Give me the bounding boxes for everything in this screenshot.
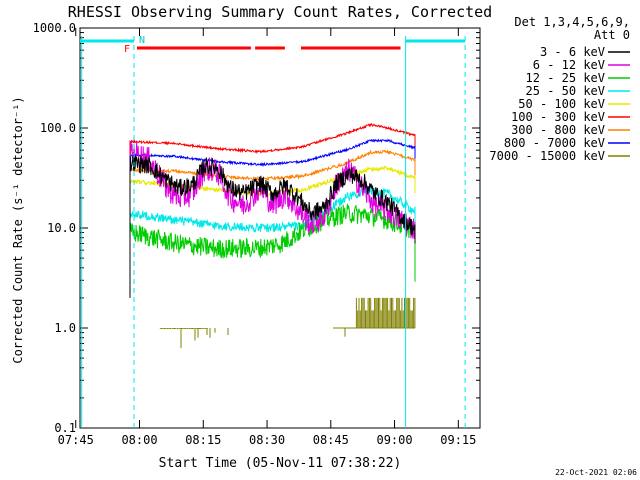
legend-label: 800 - 7000 keV bbox=[504, 136, 605, 150]
timestamp: 22-Oct-2021 02:06 bbox=[555, 468, 637, 477]
legend-label: 25 - 50 keV bbox=[526, 84, 605, 98]
y-tick-label: 10.0 bbox=[47, 221, 76, 235]
legend-label: 300 - 800 keV bbox=[511, 123, 605, 137]
x-tick-label: 07:45 bbox=[58, 433, 94, 447]
series-line-7 bbox=[129, 138, 416, 178]
legend-header-line-2: Att 0 bbox=[594, 28, 630, 42]
plot-area: 0.1 1.0 10.0 100.0 1000.0 07:45 08:00 08:15 08:3… bbox=[33, 21, 481, 447]
legend-header-line-1: Det 1,3,4,5,6,9, bbox=[514, 15, 630, 29]
legend-label: 12 - 25 keV bbox=[526, 71, 605, 85]
x-tick-label: 08:00 bbox=[121, 433, 157, 447]
series-line-0 bbox=[129, 155, 416, 298]
flare-flag-label: F bbox=[124, 44, 130, 55]
y-tick-label: 1000.0 bbox=[33, 21, 76, 35]
x-tick-label: 08:45 bbox=[313, 433, 349, 447]
y-axis-label: Corrected Count Rate (s⁻¹ detector⁻¹) bbox=[11, 96, 25, 363]
night-flag-label: N bbox=[139, 35, 145, 46]
y-tick-label: 1.0 bbox=[54, 321, 76, 335]
series-line-6 bbox=[129, 149, 416, 193]
series-line-5 bbox=[129, 122, 416, 164]
legend-label: 3 - 6 keV bbox=[540, 45, 605, 59]
legend-label: 100 - 300 keV bbox=[511, 110, 605, 124]
legend-label: 7000 - 15000 keV bbox=[489, 149, 605, 163]
x-tick-label: 09:15 bbox=[440, 433, 476, 447]
x-axis-label: Start Time (05-Nov-11 07:38:22) bbox=[159, 456, 402, 471]
x-tick-label: 08:15 bbox=[185, 433, 221, 447]
x-tick-label: 08:30 bbox=[249, 433, 285, 447]
x-tick-label: 09:00 bbox=[376, 433, 412, 447]
legend-label: 6 - 12 keV bbox=[533, 58, 605, 72]
chart-title: RHESSI Observing Summary Count Rates, Co… bbox=[68, 3, 492, 21]
y-tick-label: 0.1 bbox=[54, 421, 76, 435]
y-tick-label: 100.0 bbox=[40, 121, 76, 135]
legend-label: 50 - 100 keV bbox=[518, 97, 605, 111]
series-line-2 bbox=[129, 203, 416, 282]
